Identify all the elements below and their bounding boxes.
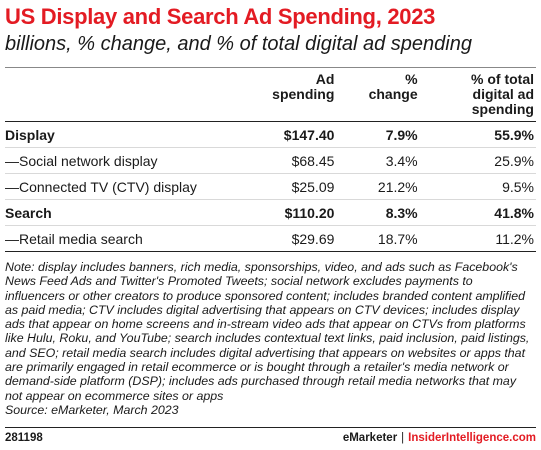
column-header-line: change [368, 86, 418, 102]
table-row-retail-media-search: —Retail media search $29.69 18.7% 11.2% [5, 225, 536, 252]
top-rule [5, 67, 536, 68]
footer-separator: | [401, 432, 405, 444]
pct-total-cell: 11.2% [419, 225, 536, 252]
table-row-display: Display $147.40 7.9% 55.9% [5, 121, 536, 148]
pct-change-cell: 3.4% [336, 147, 420, 174]
column-header-line: % [405, 71, 418, 87]
column-header-line: spending [471, 101, 534, 117]
column-header-line: digital ad [472, 86, 534, 102]
table-row-ctv-display: —Connected TV (CTV) display $25.09 21.2%… [5, 173, 536, 200]
ad-spending-cell: $110.20 [219, 199, 337, 226]
row-label: Display [5, 121, 220, 148]
chart-title: US Display and Search Ad Spending, 2023 [5, 4, 436, 29]
footer-rule [5, 427, 536, 428]
pct-total-cell: 25.9% [419, 147, 536, 174]
column-header-line: Ad [315, 71, 335, 87]
column-header-pct-change: % change [336, 68, 419, 122]
row-label: Search [5, 199, 220, 226]
row-label: —Retail media search [5, 225, 220, 252]
ad-spending-cell: $147.40 [219, 121, 337, 148]
table-row-search: Search $110.20 8.3% 41.8% [5, 199, 536, 226]
brand-name: eMarketer [342, 432, 398, 444]
chart-note: Note: display includes banners, rich med… [5, 260, 536, 417]
row-label: —Social network display [5, 147, 220, 174]
ad-spending-cell: $68.45 [219, 147, 337, 174]
pct-change-cell: 8.3% [336, 199, 420, 226]
ad-spending-cell: $29.69 [219, 225, 337, 252]
pct-change-cell: 21.2% [336, 173, 420, 200]
column-header-line: spending [272, 86, 335, 102]
pct-change-cell: 18.7% [336, 225, 420, 252]
pct-total-cell: 55.9% [419, 121, 536, 148]
pct-change-cell: 7.9% [336, 121, 420, 148]
ad-spending-cell: $25.09 [219, 173, 337, 200]
column-header-label [5, 68, 219, 122]
data-table: Ad spending % change % of total digital … [5, 68, 536, 252]
pct-total-cell: 9.5% [419, 173, 536, 200]
row-label: —Connected TV (CTV) display [5, 173, 220, 200]
site-link[interactable]: InsiderIntelligence.com [408, 432, 536, 444]
source-text: Source: eMarketer, March 2023 [5, 402, 179, 417]
column-header-ad-spending: Ad spending [219, 68, 336, 122]
footer-branding: eMarketer | InsiderIntelligence.com [343, 432, 536, 444]
chart-subtitle: billions, % change, and % of total digit… [5, 33, 472, 55]
note-text: Note: display includes banners, rich med… [5, 260, 530, 403]
column-header-line: % of total [471, 71, 534, 87]
header-row: Ad spending % change % of total digital … [5, 68, 536, 122]
table-row-social-network-display: —Social network display $68.45 3.4% 25.9… [5, 147, 536, 174]
pct-total-cell: 41.8% [419, 199, 536, 226]
chart-id: 281198 [5, 432, 43, 444]
column-header-pct-total: % of total digital ad spending [420, 68, 536, 122]
